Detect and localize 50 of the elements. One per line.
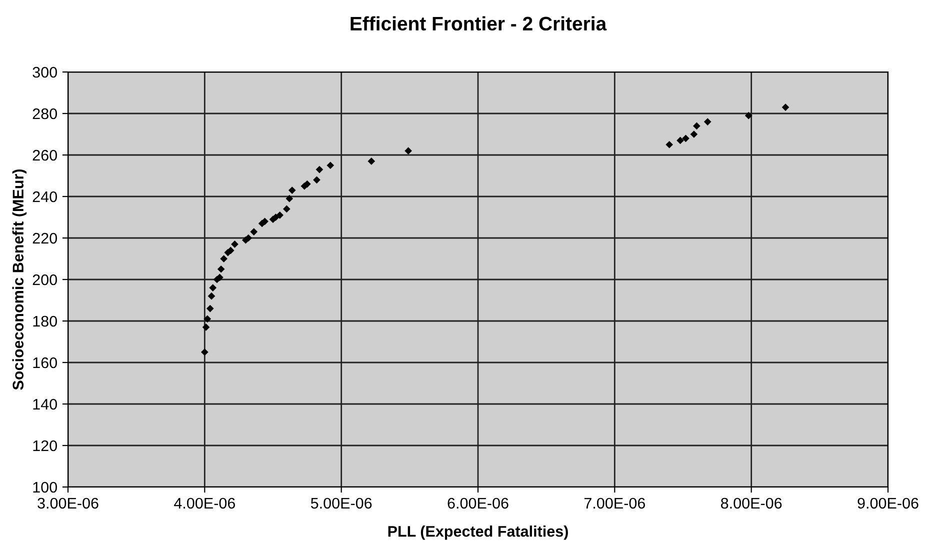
y-tick-label: 120 [33, 440, 57, 452]
x-tick-label: 4.00E-06 [174, 498, 235, 509]
point [744, 112, 752, 120]
point [209, 284, 217, 292]
y-tick-label: 260 [32, 150, 57, 161]
y-tick-label: 240 [32, 191, 57, 202]
point [782, 104, 790, 111]
point [666, 140, 674, 148]
point [216, 274, 224, 282]
point [676, 136, 684, 144]
y-tick-label: 280 [32, 108, 57, 120]
point [202, 324, 210, 331]
y-tick-label: 140 [33, 398, 57, 410]
point [692, 122, 700, 130]
point [276, 212, 284, 219]
point [204, 315, 212, 323]
x-tick-label: 7.00E-06 [584, 498, 645, 509]
point [200, 348, 208, 356]
point [704, 118, 712, 126]
point [682, 134, 690, 142]
x-tick-label: 5.00E-06 [310, 498, 372, 509]
point [404, 147, 412, 155]
y-tick-label: 220 [32, 232, 57, 244]
point [220, 255, 228, 262]
point [286, 194, 294, 202]
x-tick-label: 8.00E-06 [720, 498, 782, 509]
point [326, 162, 334, 170]
y-tick-label: 300 [32, 66, 57, 78]
y-tick-label: 160 [33, 357, 57, 368]
y-axis-title: Socioeconomic Benefit (MEur) [12, 169, 27, 390]
y-tick-label: 180 [33, 316, 57, 327]
x-tick-label: 3.00E-06 [38, 498, 98, 509]
y-tick-label: 100 [33, 482, 57, 493]
point [313, 176, 320, 184]
chart-title: Efficient Frontier - 2 Criteria [350, 16, 607, 31]
y-tick-label: 200 [32, 274, 57, 286]
point [250, 228, 258, 236]
point [208, 292, 216, 300]
x-tick-label: 6.00E-06 [448, 498, 508, 509]
point [316, 166, 324, 174]
point [288, 186, 296, 194]
x-axis-title: PLL (Expected Fatalities) [388, 526, 568, 540]
point [690, 130, 698, 138]
point [282, 205, 290, 213]
point [261, 218, 268, 226]
point [368, 158, 376, 165]
point [206, 304, 214, 312]
x-tick-label: 9.00E-06 [858, 498, 918, 509]
point [231, 240, 238, 248]
point [217, 265, 225, 273]
